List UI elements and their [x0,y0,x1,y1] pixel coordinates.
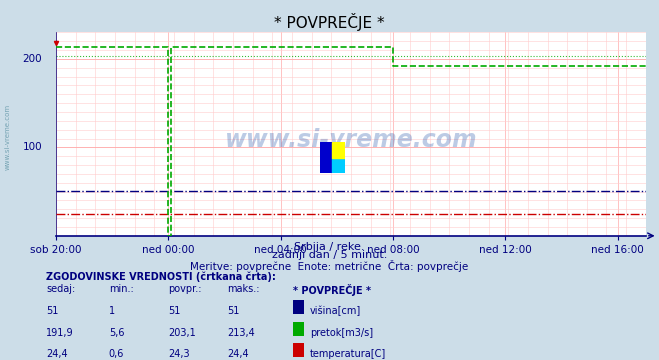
Text: www.si-vreme.com: www.si-vreme.com [225,128,477,152]
Text: 0,6: 0,6 [109,349,124,359]
Text: Meritve: povprečne  Enote: metrične  Črta: povprečje: Meritve: povprečne Enote: metrične Črta:… [190,260,469,272]
Text: zadnji dan / 5 minut.: zadnji dan / 5 minut. [272,250,387,260]
Text: 5,6: 5,6 [109,328,125,338]
Text: temperatura[C]: temperatura[C] [310,349,386,359]
Text: pretok[m3/s]: pretok[m3/s] [310,328,373,338]
Bar [320,142,332,173]
Text: 24,4: 24,4 [227,349,249,359]
Text: 51: 51 [168,306,181,316]
Text: * POVPREČJE *: * POVPREČJE * [274,13,385,31]
Text: 24,3: 24,3 [168,349,190,359]
Text: višina[cm]: višina[cm] [310,306,361,316]
Text: 1: 1 [109,306,115,316]
Text: 100: 100 [22,142,42,152]
Text: 51: 51 [46,306,59,316]
Text: 191,9: 191,9 [46,328,74,338]
Bar [332,158,345,173]
Text: povpr.:: povpr.: [168,284,202,294]
Bar [332,142,345,158]
Text: ZGODOVINSKE VREDNOSTI (črtkana črta):: ZGODOVINSKE VREDNOSTI (črtkana črta): [46,272,276,282]
Text: min.:: min.: [109,284,134,294]
Text: maks.:: maks.: [227,284,260,294]
Text: 203,1: 203,1 [168,328,196,338]
Text: www.si-vreme.com: www.si-vreme.com [5,104,11,170]
Text: 51: 51 [227,306,240,316]
Text: 200: 200 [22,54,42,64]
Text: * POVPREČJE *: * POVPREČJE * [293,284,371,296]
Text: 213,4: 213,4 [227,328,255,338]
Text: Srbija / reke.: Srbija / reke. [295,242,364,252]
Text: 24,4: 24,4 [46,349,68,359]
Text: sedaj:: sedaj: [46,284,75,294]
